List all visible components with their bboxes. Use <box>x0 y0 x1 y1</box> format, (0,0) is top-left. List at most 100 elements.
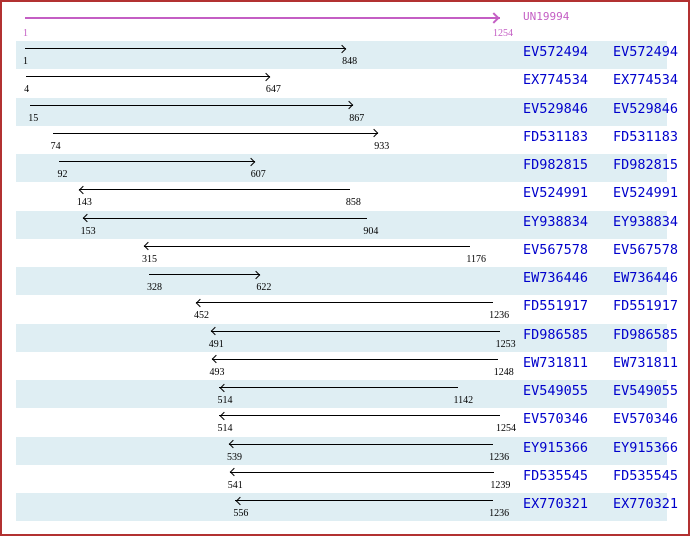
est-row: 539 1236 EY915366 EY915366 <box>2 436 688 465</box>
est-accession-link[interactable]: EV570346 <box>523 411 589 428</box>
est-start-pos: 1 <box>23 56 28 67</box>
est-end-pos: 1248 <box>493 366 514 378</box>
est-arrow-line <box>59 161 255 162</box>
unigene-arrowhead-icon <box>488 12 500 24</box>
est-row: 493 1248 EW731811 EW731811 <box>2 352 688 380</box>
est-end-pos: 607 <box>250 169 266 180</box>
est-row: 4 647 EX774534 EX774534 <box>2 69 688 97</box>
est-start-pos: 328 <box>146 282 162 293</box>
est-arrow-line <box>211 358 498 360</box>
est-accession-link-2[interactable]: FD551917 <box>613 298 679 315</box>
est-end-pos: 1239 <box>490 479 511 491</box>
row-band <box>16 436 667 465</box>
est-accession-link[interactable]: EX774534 <box>523 72 589 89</box>
est-arrow-line <box>235 500 494 501</box>
est-accession-link-2[interactable]: FD982815 <box>613 157 679 173</box>
est-accession-link-2[interactable]: EX774534 <box>613 72 679 89</box>
est-row: 143 858 EV524991 EV524991 <box>2 182 688 210</box>
est-accession-link-2[interactable]: EX770321 <box>613 496 679 512</box>
est-accession-link[interactable]: FD551917 <box>523 298 589 315</box>
est-row: 452 1236 FD551917 FD551917 <box>2 295 688 323</box>
row-band <box>16 97 667 126</box>
est-accession-link-2[interactable]: FD986585 <box>613 326 679 343</box>
est-start-pos: 556 <box>233 508 249 519</box>
unigene-end-pos: 1254 <box>493 28 513 39</box>
est-arrow-line <box>210 330 500 332</box>
est-accession-link[interactable]: EV549055 <box>523 383 589 399</box>
est-accession-link-2[interactable]: EV572494 <box>613 44 679 60</box>
est-accession-link-2[interactable]: EY938834 <box>613 213 679 230</box>
est-accession-link[interactable]: EY938834 <box>523 213 589 230</box>
row-band <box>16 41 667 70</box>
est-accession-link[interactable]: EV524991 <box>523 185 589 202</box>
est-row: 491 1253 FD986585 FD986585 <box>2 323 688 352</box>
est-end-pos: 1254 <box>496 423 516 435</box>
est-row: 315 1176 EV567578 EV567578 <box>2 239 688 267</box>
est-accession-link-2[interactable]: FD531183 <box>613 128 679 145</box>
est-start-pos: 4 <box>24 84 30 96</box>
unigene-row: 1 1254 UN19994 <box>2 2 688 41</box>
row-band <box>16 493 667 522</box>
est-row: 153 904 EY938834 EY938834 <box>2 210 688 239</box>
est-accession-link[interactable]: EV572494 <box>523 44 589 60</box>
est-accession-link-2[interactable]: EV570346 <box>613 411 679 428</box>
est-accession-link[interactable]: EW731811 <box>523 354 589 371</box>
est-accession-link-2[interactable]: EW736446 <box>613 270 679 286</box>
est-accession-link[interactable]: EV529846 <box>523 100 589 117</box>
est-accession-link-2[interactable]: EW731811 <box>613 354 679 371</box>
est-end-pos: 848 <box>342 56 358 67</box>
est-arrow-line <box>30 104 354 106</box>
est-end-pos: 1253 <box>495 338 516 350</box>
est-start-pos: 15 <box>28 112 39 124</box>
est-accession-link-2[interactable]: FD535545 <box>613 467 679 484</box>
est-accession-link[interactable]: FD531183 <box>523 128 589 145</box>
est-start-pos: 541 <box>227 479 243 491</box>
est-end-pos: 622 <box>256 282 272 293</box>
est-arrow-line <box>219 415 500 417</box>
est-arrow-line <box>229 471 495 473</box>
est-arrow-line <box>144 245 471 247</box>
est-start-pos: 315 <box>142 253 158 265</box>
est-row: 92 607 FD982815 FD982815 <box>2 154 688 183</box>
est-accession-link[interactable]: EW736446 <box>523 270 589 286</box>
est-arrow-line <box>78 189 350 191</box>
est-row: 514 1254 EV570346 EV570346 <box>2 408 688 436</box>
est-accession-link-2[interactable]: EV524991 <box>613 185 679 202</box>
unigene-id-label: UN19994 <box>523 10 570 23</box>
est-accession-link-2[interactable]: EV529846 <box>613 100 679 117</box>
row-band <box>16 323 667 352</box>
row-band <box>16 380 667 409</box>
est-arrow-line <box>195 302 494 304</box>
est-start-pos: 143 <box>76 197 92 209</box>
unigene-arrow-line <box>25 17 500 19</box>
est-arrow-line <box>228 443 494 445</box>
est-end-pos: 867 <box>349 112 365 124</box>
est-accession-link[interactable]: FD982815 <box>523 157 589 173</box>
est-accession-link[interactable]: EX770321 <box>523 496 589 512</box>
est-accession-link[interactable]: EY915366 <box>523 439 589 456</box>
est-row: 556 1236 EX770321 EX770321 <box>2 493 688 522</box>
est-row: 15 867 EV529846 EV529846 <box>2 97 688 126</box>
est-end-pos: 904 <box>363 225 379 237</box>
est-start-pos: 491 <box>208 338 224 350</box>
est-end-pos: 1142 <box>453 395 474 406</box>
est-start-pos: 74 <box>50 140 61 152</box>
est-accession-link[interactable]: EV567578 <box>523 241 589 258</box>
est-accession-link[interactable]: FD535545 <box>523 467 589 484</box>
est-accession-link[interactable]: FD986585 <box>523 326 589 343</box>
est-end-pos: 1176 <box>466 253 487 265</box>
est-row: 328 622 EW736446 EW736446 <box>2 267 688 296</box>
est-arrow-line <box>25 48 347 49</box>
est-start-pos: 539 <box>226 451 242 463</box>
row-band <box>16 154 667 183</box>
est-accession-link-2[interactable]: EV567578 <box>613 241 679 258</box>
est-end-pos: 1236 <box>489 310 510 322</box>
est-accession-link-2[interactable]: EV549055 <box>613 383 679 399</box>
est-row: 541 1239 FD535545 FD535545 <box>2 465 688 493</box>
est-arrow-line <box>219 387 458 388</box>
est-row: 74 933 FD531183 FD531183 <box>2 126 688 154</box>
est-accession-link-2[interactable]: EY915366 <box>613 439 679 456</box>
est-arrow-line <box>52 132 379 134</box>
est-end-pos: 647 <box>265 84 281 96</box>
